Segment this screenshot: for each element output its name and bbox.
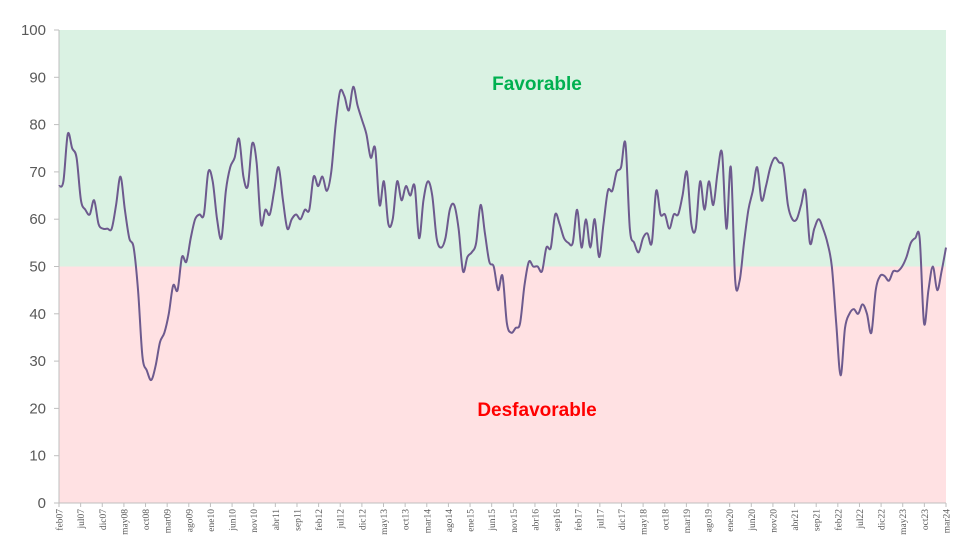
y-axis-ticks: 0 10 20 30 40 50 60 70 80 90 100 <box>21 22 59 512</box>
zone-desfavorable-band <box>59 266 946 503</box>
x-tick-label: sep16 <box>553 509 563 531</box>
x-tick-label: dic12 <box>358 509 368 530</box>
x-tick-label: oct13 <box>402 509 412 530</box>
y-tick-label: 20 <box>29 400 46 417</box>
x-tick-label: dic22 <box>878 509 888 530</box>
x-tick-label: dic07 <box>99 509 109 530</box>
x-tick-label: feb12 <box>314 509 325 531</box>
zone-favorable-band <box>59 30 946 267</box>
x-tick-label: feb17 <box>574 509 585 531</box>
y-tick-label: 30 <box>29 353 46 370</box>
x-tick-label: may18 <box>640 509 650 535</box>
x-tick-label: feb22 <box>833 509 844 531</box>
y-tick-label: 40 <box>29 306 46 323</box>
series-layer <box>58 85 947 382</box>
x-tick-label: jul12 <box>337 509 347 530</box>
x-tick-label: dic17 <box>618 509 628 530</box>
zone-backgrounds <box>59 30 946 503</box>
x-tick-label: ago09 <box>185 509 195 532</box>
x-tick-label: ene10 <box>207 509 217 532</box>
x-tick-label: mar24 <box>943 509 953 534</box>
x-tick-label: oct18 <box>661 509 671 530</box>
series-line <box>58 85 947 382</box>
y-tick-label: 50 <box>29 259 46 276</box>
x-tick-label: nov20 <box>769 509 779 533</box>
x-tick-label: abr11 <box>272 509 282 531</box>
x-tick-label: ago19 <box>705 509 715 532</box>
zone-labels: Favorable Desfavorable <box>477 74 596 421</box>
x-tick-label: jul22 <box>856 509 866 530</box>
x-tick-label: sep21 <box>813 509 823 531</box>
favorable-label: Favorable <box>492 74 582 95</box>
x-tick-label: abr21 <box>791 509 801 531</box>
y-tick-label: 90 <box>29 69 46 86</box>
y-tick-label: 10 <box>29 448 46 465</box>
x-tick-label: jul17 <box>596 509 606 530</box>
x-tick-label: feb07 <box>55 509 66 531</box>
x-tick-label: nov15 <box>510 509 520 533</box>
x-tick-label: mar09 <box>164 509 174 534</box>
y-tick-label: 100 <box>21 22 46 39</box>
x-tick-label: nov10 <box>250 509 260 533</box>
y-tick-label: 0 <box>38 495 46 512</box>
x-tick-label: ene15 <box>467 509 477 532</box>
y-tick-label: 70 <box>29 164 46 181</box>
x-tick-label: may23 <box>899 509 909 535</box>
x-axis-ticks: feb07 jul07 dic07 may08 oct08 mar09 ago09 ene10… <box>55 503 953 535</box>
y-tick-label: 80 <box>29 117 46 134</box>
x-tick-label: oct23 <box>921 509 931 530</box>
y-tick-label: 60 <box>29 211 46 228</box>
x-tick-label: may08 <box>120 509 130 535</box>
x-tick-label: may13 <box>380 509 390 535</box>
x-tick-label: jun10 <box>229 509 239 532</box>
x-tick-label: jun15 <box>488 509 498 532</box>
x-tick-label: abr16 <box>531 509 541 531</box>
x-tick-label: jun20 <box>748 509 758 532</box>
x-tick-label: jul07 <box>77 509 87 530</box>
x-tick-label: oct08 <box>142 509 152 530</box>
desfavorable-label: Desfavorable <box>477 400 596 421</box>
x-tick-label: ene20 <box>726 509 736 532</box>
x-tick-label: mar14 <box>423 509 433 534</box>
x-tick-label: ago14 <box>445 509 455 532</box>
x-tick-label: mar19 <box>683 509 693 534</box>
x-tick-label: sep11 <box>293 509 303 531</box>
